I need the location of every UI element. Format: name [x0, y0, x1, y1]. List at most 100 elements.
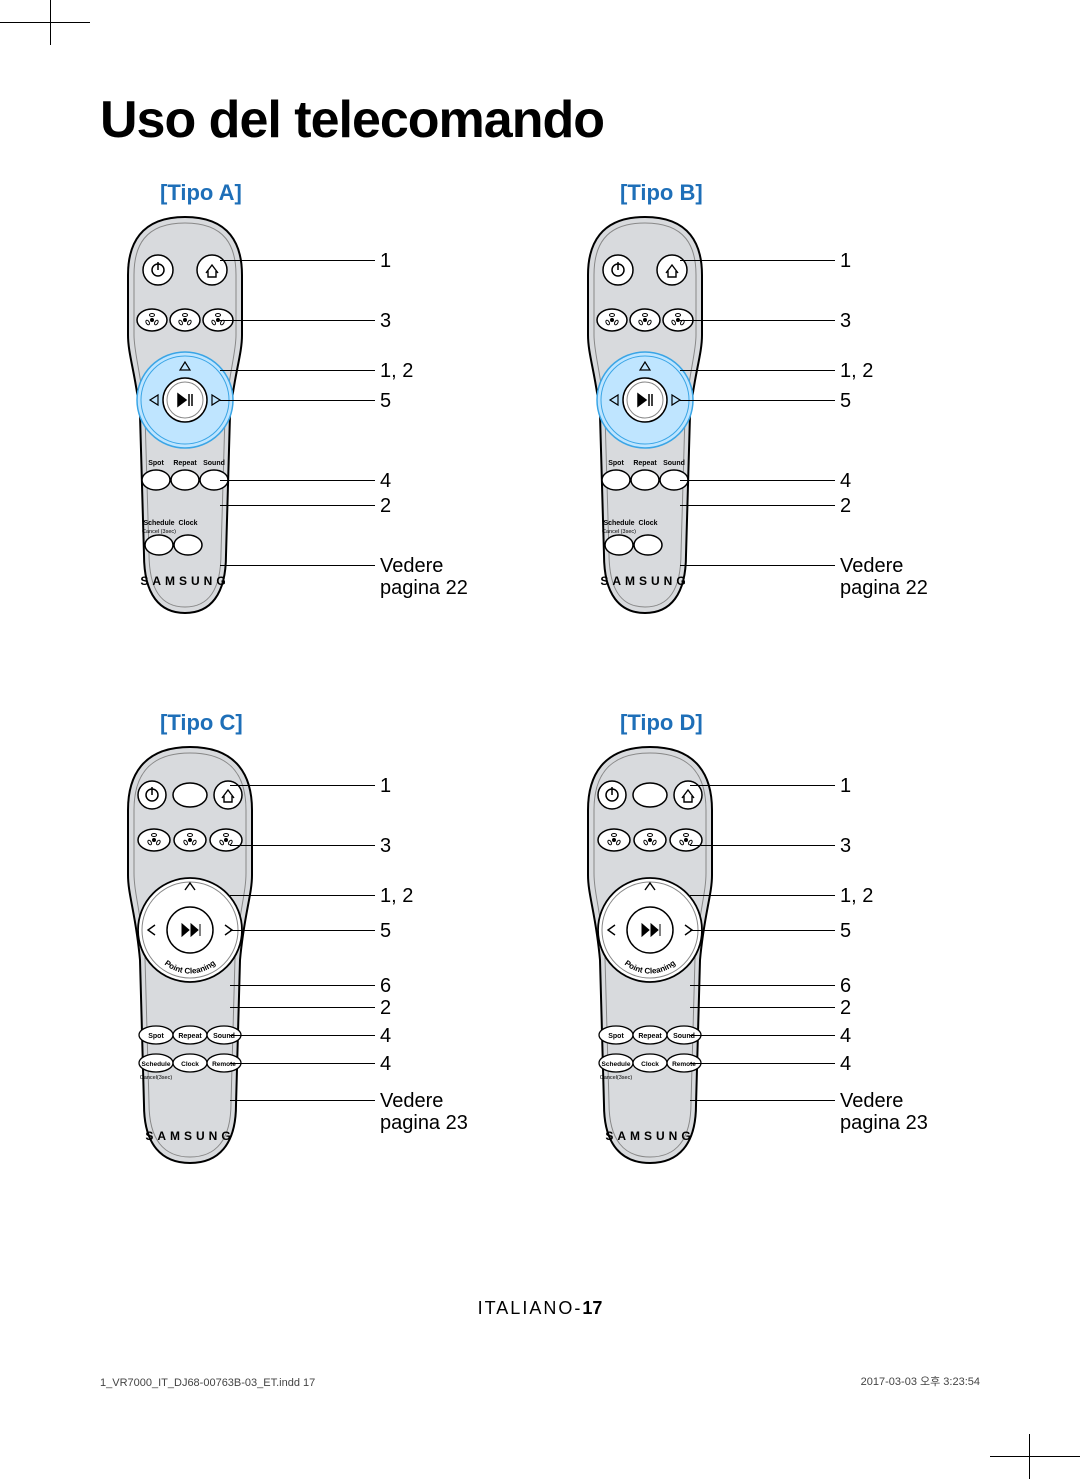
callout-line	[220, 370, 375, 371]
callout-line	[230, 1100, 375, 1101]
callout-text: 4	[380, 470, 391, 493]
callout-line	[220, 260, 375, 261]
callout-text: 5	[840, 920, 851, 943]
callout-text: pagina 22	[380, 577, 468, 600]
callout-line	[230, 1007, 375, 1008]
callout-line	[690, 1007, 835, 1008]
callout-text: 1	[840, 250, 851, 273]
svg-text:Spot: Spot	[608, 460, 624, 467]
callout-line	[690, 930, 835, 931]
remote-grid: [Tipo A] Spot Repeat Sound Schedule Clock Can…	[100, 180, 980, 1210]
callout-line	[230, 895, 375, 896]
crop-mark-br-h	[990, 1456, 1080, 1457]
svg-text:Repeat: Repeat	[173, 460, 197, 467]
callout-text: 1, 2	[840, 360, 873, 383]
svg-text:Spot: Spot	[608, 1033, 624, 1040]
callout-line	[690, 985, 835, 986]
callout-text: 1	[840, 775, 851, 798]
label-tipo-d: [Tipo D]	[620, 710, 980, 736]
footer-prefix: ITALIANO-	[478, 1298, 583, 1318]
callout-line	[680, 320, 835, 321]
callout-text: 4	[380, 1025, 391, 1048]
callout-text: 3	[840, 310, 851, 333]
svg-text:Clock: Clock	[181, 1061, 199, 1068]
svg-text:Schedule: Schedule	[603, 520, 634, 527]
crop-mark-top-h	[0, 22, 90, 23]
callout-text: 1, 2	[380, 360, 413, 383]
callout-text: 6	[840, 975, 851, 998]
callout-text: 2	[380, 495, 391, 518]
remote-a-wrap: SpotRepeatSoundScheduleClockCancel (3sec…	[110, 215, 260, 620]
footer-page: 17	[582, 1298, 602, 1318]
callout-text: 1	[380, 775, 391, 798]
svg-text:Sound: Sound	[203, 460, 225, 467]
callout-text: 5	[380, 390, 391, 413]
svg-text:Cancel (3sec): Cancel (3sec)	[602, 529, 636, 535]
callout-text: 3	[840, 835, 851, 858]
remote-c: Point CleaningSpotRepeatSoundScheduleClo…	[110, 745, 270, 1165]
callout-text: pagina 22	[840, 577, 928, 600]
svg-text:Spot: Spot	[148, 460, 164, 467]
callout-text: Vedere	[380, 1090, 443, 1113]
cell-tipo-b: [Tipo B] SpotRepeatSoundScheduleClockCan…	[560, 180, 980, 680]
callout-text: pagina 23	[840, 1112, 928, 1135]
callout-line	[220, 320, 375, 321]
cell-tipo-c: [Tipo C] Point CleaningSpotRepeatSoundSc…	[100, 710, 520, 1210]
callout-text: 1, 2	[840, 885, 873, 908]
label-tipo-a: [Tipo A]	[160, 180, 520, 206]
callout-line	[690, 1100, 835, 1101]
svg-text:SAMSUNG: SAMSUNG	[600, 574, 689, 588]
svg-text:Sound: Sound	[663, 460, 685, 467]
callout-text: 2	[840, 495, 851, 518]
callout-line	[230, 985, 375, 986]
svg-text:Clock: Clock	[641, 1061, 659, 1068]
callout-text: 4	[840, 1025, 851, 1048]
callout-text: 6	[380, 975, 391, 998]
remote-b-wrap: SpotRepeatSoundScheduleClockCancel (3sec…	[570, 215, 720, 620]
svg-text:Schedule: Schedule	[142, 1061, 171, 1068]
callout-line	[230, 785, 375, 786]
svg-text:SAMSUNG: SAMSUNG	[145, 1129, 234, 1143]
callout-line	[690, 785, 835, 786]
callout-line	[680, 565, 835, 566]
svg-text:Repeat: Repeat	[633, 460, 657, 467]
meta-right: 2017-03-03 오후 3:23:54	[861, 1373, 980, 1389]
svg-text:SAMSUNG: SAMSUNG	[140, 574, 229, 588]
svg-text:Schedule: Schedule	[602, 1061, 631, 1068]
remote-d: Point CleaningSpotRepeatSoundScheduleClo…	[570, 745, 730, 1165]
page: Uso del telecomando [Tipo A] Spot Repeat S…	[0, 0, 1080, 1210]
crop-mark-top-v	[50, 0, 51, 45]
callout-text: 5	[840, 390, 851, 413]
crop-mark-br-v	[1029, 1434, 1030, 1479]
callout-line	[690, 895, 835, 896]
callout-text: 4	[380, 1053, 391, 1076]
remote-c-wrap: Point CleaningSpotRepeatSoundScheduleClo…	[110, 745, 270, 1170]
callout-line	[680, 370, 835, 371]
callout-line	[680, 505, 835, 506]
svg-text:Cancel(3sec): Cancel(3sec)	[140, 1075, 173, 1081]
remote-a: SpotRepeatSoundScheduleClockCancel (3sec…	[110, 215, 260, 615]
svg-text:Schedule: Schedule	[143, 520, 174, 527]
callout-line	[690, 1063, 835, 1064]
svg-text:SAMSUNG: SAMSUNG	[605, 1129, 694, 1143]
callout-text: Vedere	[380, 555, 443, 578]
callout-text: 4	[840, 1053, 851, 1076]
meta-left: 1_VR7000_IT_DJ68-00763B-03_ET.indd 17	[100, 1377, 315, 1389]
page-title: Uso del telecomando	[100, 90, 980, 150]
cell-tipo-d: [Tipo D] Point CleaningSpotRepeatSoundSc…	[560, 710, 980, 1210]
callout-text: 3	[380, 835, 391, 858]
callout-text: 2	[380, 997, 391, 1020]
callout-text: pagina 23	[380, 1112, 468, 1135]
svg-text:Clock: Clock	[178, 520, 197, 527]
label-tipo-b: [Tipo B]	[620, 180, 980, 206]
callout-text: 2	[840, 997, 851, 1020]
callout-text: Vedere	[840, 555, 903, 578]
callout-line	[690, 845, 835, 846]
callout-text: 4	[840, 470, 851, 493]
svg-text:Spot: Spot	[148, 1033, 164, 1040]
svg-text:Repeat: Repeat	[638, 1033, 662, 1040]
callout-line	[220, 480, 375, 481]
callout-text: 3	[380, 310, 391, 333]
remote-d-wrap: Point CleaningSpotRepeatSoundScheduleClo…	[570, 745, 730, 1170]
callout-line	[220, 505, 375, 506]
